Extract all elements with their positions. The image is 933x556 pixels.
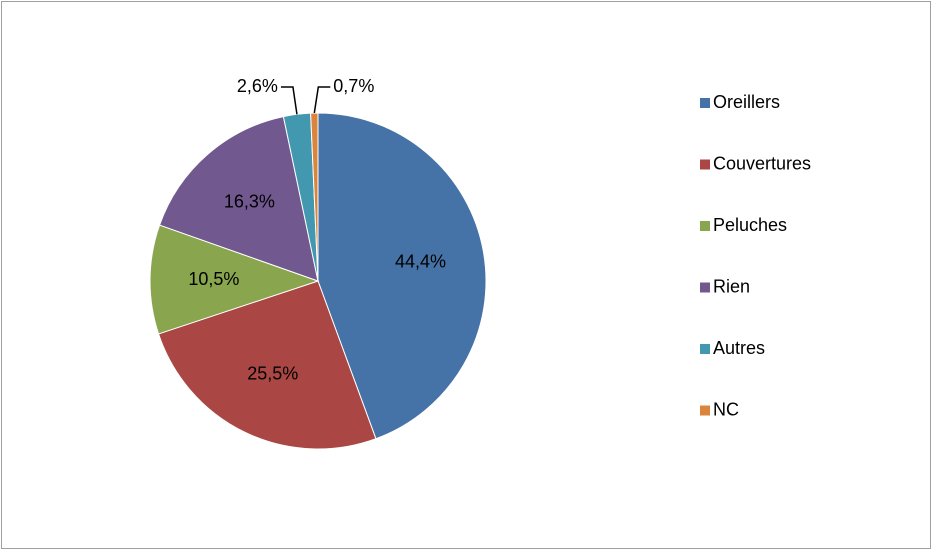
pie-slice — [317, 112, 487, 440]
legend-swatch — [700, 98, 710, 108]
pie-slice — [149, 224, 320, 335]
pie-slice — [158, 116, 319, 282]
legend-label: Oreillers — [713, 92, 780, 112]
legend-label: NC — [713, 399, 739, 419]
legend-label: Peluches — [713, 215, 787, 235]
data-label: 0,7% — [333, 76, 374, 96]
legend-swatch — [700, 221, 710, 231]
data-label: 44,4% — [395, 252, 446, 272]
legend-label: Autres — [713, 338, 765, 358]
data-label: 10,5% — [188, 269, 239, 289]
legend-label: Rien — [713, 276, 750, 296]
legend-swatch — [700, 405, 710, 416]
legend-swatch — [700, 282, 710, 293]
legend-label: Couvertures — [713, 153, 811, 173]
data-label: 16,3% — [224, 191, 275, 211]
leader-line — [280, 86, 298, 115]
legend-swatch — [700, 344, 710, 354]
pie-slice — [157, 280, 377, 450]
legend-swatch — [700, 159, 710, 170]
data-label: 2,6% — [237, 76, 278, 96]
leader-line — [313, 86, 331, 114]
data-label: 25,5% — [247, 364, 298, 384]
